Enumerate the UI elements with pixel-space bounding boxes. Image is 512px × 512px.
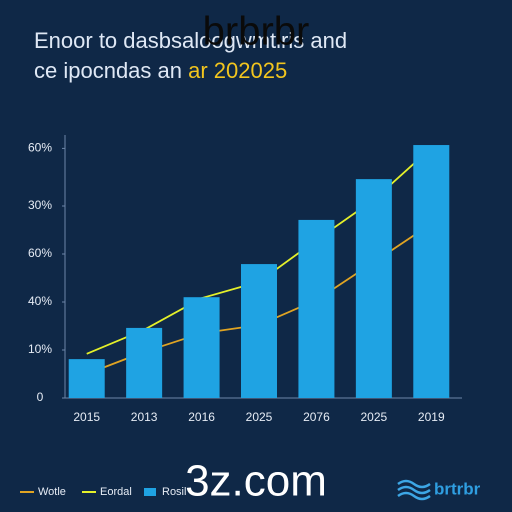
bar	[355, 179, 392, 398]
y-tick-label: 60%	[28, 141, 52, 155]
x-tick-label: 2013	[131, 410, 158, 424]
legend-label: Wotle	[38, 486, 66, 498]
y-tick-label: 10%	[28, 342, 52, 356]
chart-subtitle: ce ipocndas an ar 202025	[34, 58, 287, 83]
x-tick-label: 2016	[188, 410, 215, 424]
legend-label: Rosil	[162, 486, 186, 498]
legend-label: Eordal	[100, 486, 132, 498]
x-tick-label: 2015	[73, 410, 100, 424]
y-tick-label: 40%	[28, 294, 52, 308]
x-tick-label: 2019	[418, 410, 445, 424]
legend-swatch	[144, 488, 156, 496]
bar	[183, 297, 220, 398]
legend-item: Eordal	[82, 486, 132, 498]
y-tick-label: 60%	[28, 246, 52, 260]
subtitle-highlight: ar 202025	[188, 58, 287, 83]
chart-title: Enoor to dasbsaloogwmtiris and	[34, 28, 347, 53]
bar	[241, 264, 277, 398]
bar	[68, 359, 105, 398]
bar	[126, 327, 163, 398]
x-tick-label: 2025	[361, 410, 388, 424]
y-tick-label: 0	[37, 390, 44, 404]
bar	[413, 145, 450, 398]
x-tick-label: 2076	[303, 410, 330, 424]
bar	[298, 219, 335, 398]
watermark: 3z.com	[185, 457, 327, 506]
logo-icon	[397, 479, 431, 501]
logo-text: brtrbr	[434, 479, 481, 498]
x-tick-label: 2025	[246, 410, 273, 424]
overlay-text: brbrbr	[203, 10, 310, 54]
logo: brtrbr	[397, 479, 481, 501]
legend-item: Wotle	[20, 486, 66, 498]
subtitle-text: ce ipocndas an	[34, 58, 182, 83]
y-tick-label: 30%	[28, 198, 52, 212]
legend-item: Rosil	[144, 486, 186, 498]
